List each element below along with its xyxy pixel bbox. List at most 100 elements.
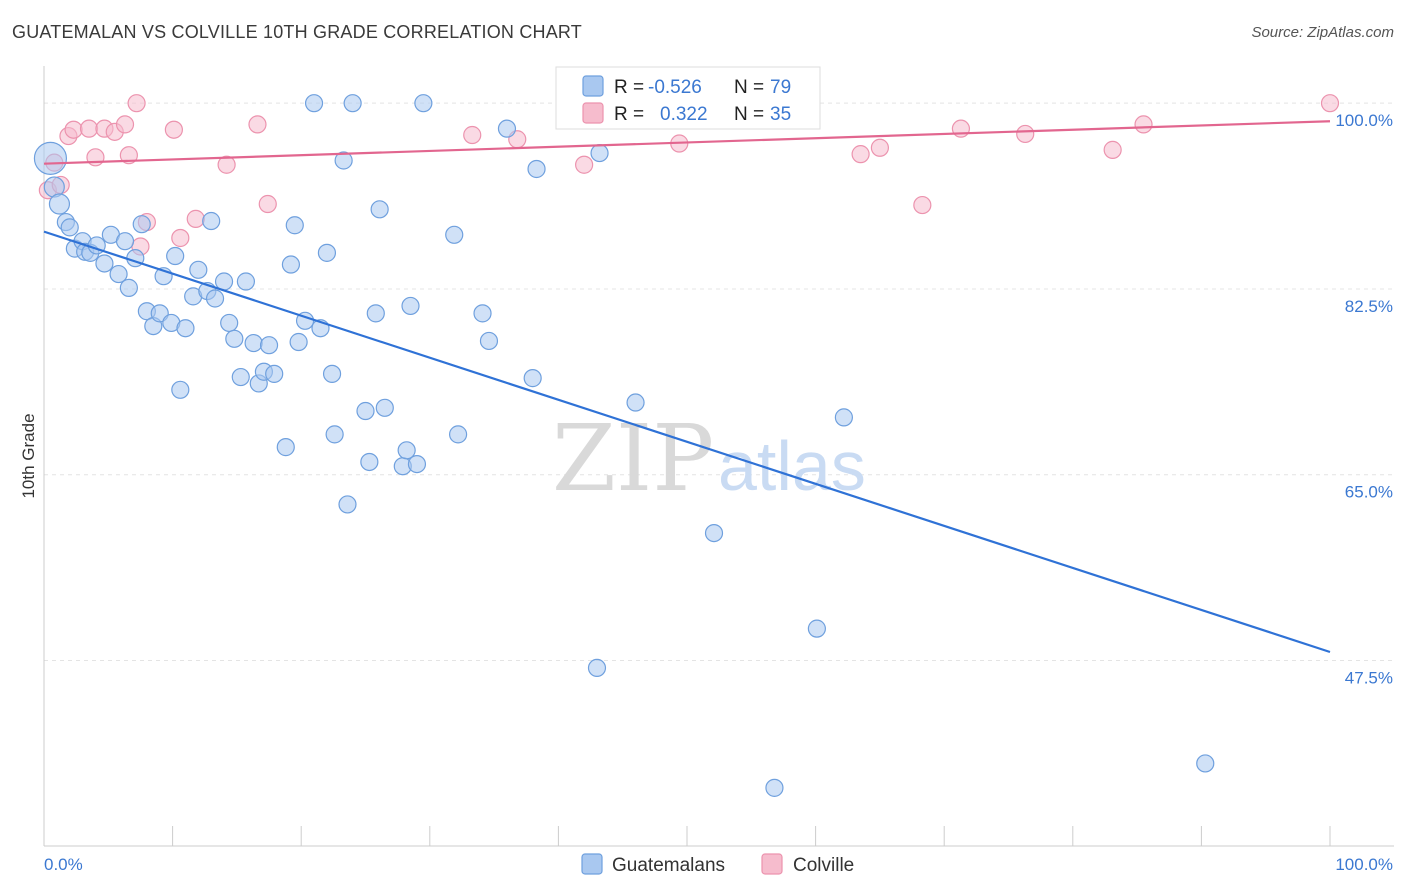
guatemalan-point <box>281 255 301 274</box>
legend-label-guatemalans: Guatemalans <box>612 855 725 876</box>
guatemalan-point <box>356 401 375 421</box>
colville-point <box>258 194 277 214</box>
stats-r-value-2: 0.322 <box>660 104 708 125</box>
y-tick-labels: 47.5% 65.0% 82.5% 100.0% <box>1335 111 1393 687</box>
guatemalan-point <box>236 272 256 291</box>
guatemalan-point <box>397 441 416 460</box>
guatemalan-point <box>834 408 853 427</box>
stats-r-label-2: R = <box>614 104 644 125</box>
guatemalan-point <box>60 218 79 237</box>
colville-point <box>186 209 205 228</box>
guatemalan-point <box>407 454 427 474</box>
x-tick-labels: 0.0% 100.0% <box>44 855 1393 874</box>
guatemalan-point <box>375 398 394 417</box>
stats-swatch-colville <box>582 102 604 124</box>
trend-lines <box>43 120 1331 654</box>
watermark: ZIP atlas <box>552 405 866 512</box>
stats-r-label-1: R = <box>614 77 644 98</box>
guatemalan-point <box>317 243 337 262</box>
colville-point <box>870 138 890 157</box>
colville-point <box>248 115 267 134</box>
guatemalan-point <box>807 619 826 638</box>
colville-point <box>119 146 138 165</box>
guatemalan-point <box>401 296 420 316</box>
guatemalan-point <box>1196 754 1215 773</box>
guatemalan-point <box>202 211 221 231</box>
guatemalan-point <box>166 246 185 266</box>
colville-point <box>1134 115 1153 134</box>
guatemalan-point <box>497 119 517 138</box>
stats-n-value-1: 79 <box>770 77 791 98</box>
guatemalan-point <box>587 658 607 678</box>
guatemalan-point <box>366 304 385 323</box>
guatemalan-point <box>527 159 546 179</box>
stats-n-label-2: N = <box>734 104 764 125</box>
guatemalan-point <box>259 336 279 355</box>
guatemalan-point <box>304 94 324 113</box>
guatemalan-point <box>325 425 344 444</box>
guatemalan-point <box>322 364 342 383</box>
guatemalan-point <box>33 141 68 175</box>
x-tick-label-1: 100.0% <box>1335 855 1393 874</box>
x-tick-label-0: 0.0% <box>44 855 83 874</box>
guatemalan-point <box>473 304 492 323</box>
guatemalan-point <box>119 278 138 297</box>
watermark-zip: ZIP <box>552 405 714 512</box>
guatemalan-point <box>231 367 250 387</box>
y-tick-label-2: 82.5% <box>1345 297 1393 316</box>
guatemalan-point <box>225 329 244 348</box>
guatemalan-point <box>414 94 433 113</box>
guatemalan-point <box>276 438 295 457</box>
guatemalan-point <box>343 94 362 113</box>
colville-point <box>115 115 135 134</box>
colville-point <box>79 119 99 138</box>
guatemalan-point <box>360 452 379 472</box>
colville-point <box>851 145 870 164</box>
guatemalan-point <box>244 333 263 353</box>
series-legend: Guatemalans Colville <box>581 853 854 876</box>
stats-n-value-2: 35 <box>770 104 791 125</box>
colville-point <box>171 228 190 248</box>
guatemalan-point <box>109 264 128 284</box>
colville-point <box>1103 140 1122 159</box>
colville-point <box>64 120 83 139</box>
guatemalan-point <box>448 425 468 444</box>
colville-trend-line <box>43 120 1331 165</box>
colville-point <box>913 195 932 215</box>
guatemalan-point <box>132 215 151 234</box>
guatemalan-point <box>590 143 609 163</box>
guatemalan-point <box>48 193 71 215</box>
guatemalan-point <box>445 225 464 244</box>
colville-point <box>164 120 183 139</box>
colville-point <box>1016 124 1035 144</box>
guatemalan-point <box>523 369 542 388</box>
colville-point <box>217 155 236 174</box>
colville-point <box>127 94 146 113</box>
guatemalan-point <box>220 313 239 333</box>
stats-n-label-1: N = <box>734 77 764 98</box>
chart-source: Source: ZipAtlas.com <box>1251 24 1394 41</box>
y-tick-label-1: 65.0% <box>1345 483 1393 502</box>
guatemalan-point <box>704 523 724 543</box>
guatemalan-point <box>479 331 499 351</box>
guatemalan-point <box>176 319 195 338</box>
guatemalan-point <box>334 151 353 170</box>
guatemalan-point <box>265 364 284 383</box>
guatemalan-point <box>189 260 208 279</box>
guatemalan-point <box>171 380 190 399</box>
colville-point <box>575 155 594 174</box>
stats-r-value-1: -0.526 <box>648 77 702 98</box>
guatemalan-point <box>95 254 114 273</box>
y-tick-label-0: 47.5% <box>1345 668 1393 687</box>
colville-point <box>463 125 482 145</box>
chart-title: GUATEMALAN VS COLVILLE 10TH GRADE CORREL… <box>12 22 582 42</box>
guatemalan-point <box>115 232 135 251</box>
legend-label-colville: Colville <box>793 855 854 876</box>
guatemalan-trend-line <box>43 230 1331 654</box>
y-tick-label-3: 100.0% <box>1335 111 1393 130</box>
guatemalan-point <box>285 216 304 235</box>
guatemalan-point <box>205 289 225 308</box>
guatemalan-point <box>289 332 308 352</box>
legend-swatch-colville <box>761 853 783 875</box>
